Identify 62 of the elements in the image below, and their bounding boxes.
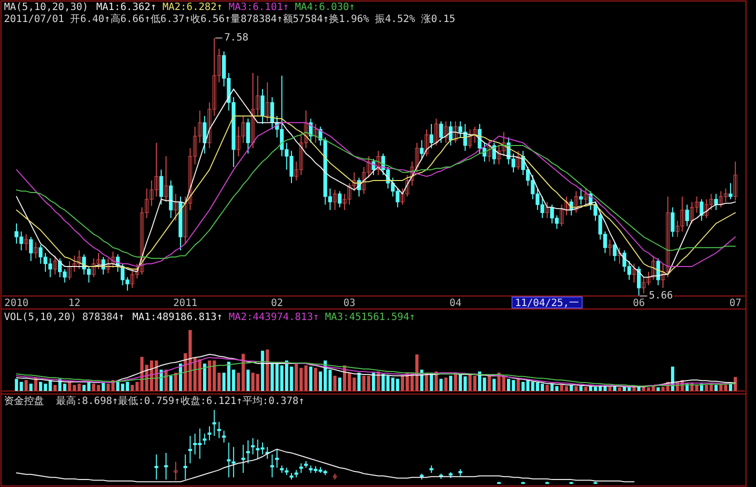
bar bbox=[203, 364, 206, 391]
x-tick-label: 07 bbox=[729, 298, 742, 309]
bar bbox=[488, 376, 491, 391]
bar bbox=[579, 386, 583, 391]
x-tick-label: 2011 bbox=[173, 298, 198, 309]
x-tick-label: 2010 bbox=[4, 298, 29, 309]
bar bbox=[246, 370, 250, 391]
bar bbox=[584, 386, 588, 391]
bar bbox=[357, 372, 361, 391]
text: 11/04/25,一 bbox=[515, 298, 580, 309]
bar bbox=[521, 382, 525, 391]
bar bbox=[338, 378, 342, 391]
annotation: 5.66 bbox=[648, 290, 673, 302]
bar bbox=[174, 372, 178, 391]
bar bbox=[449, 376, 452, 391]
chart-title: MA(5,10,20,30) bbox=[4, 2, 88, 13]
bar bbox=[304, 365, 308, 391]
candlestick bbox=[304, 461, 308, 468]
text: 2011/07/01 开6.40↑高6.66↑低6.37↑收6.56↑量878384↑额57584↑换1.96% 振4.52% 涨0.15 bbox=[4, 13, 456, 25]
text: MA2:443974.813↑ bbox=[228, 312, 320, 323]
bar bbox=[608, 386, 612, 391]
text: MA1:489186.813↑ bbox=[132, 312, 223, 323]
candlestick bbox=[429, 466, 434, 473]
bar bbox=[24, 380, 28, 391]
bar bbox=[714, 384, 718, 391]
bar bbox=[126, 382, 130, 391]
x-tick-label: 02 bbox=[270, 298, 284, 309]
x-tick-label: 03 bbox=[343, 298, 356, 309]
x-tick-label: 06 bbox=[632, 298, 645, 309]
annotation: 7.58 bbox=[224, 32, 248, 44]
bar bbox=[574, 386, 578, 391]
bar bbox=[540, 384, 544, 391]
text: MA2:6.282↑ bbox=[162, 2, 223, 13]
x-tick-label: 04 bbox=[449, 298, 462, 309]
bar bbox=[309, 366, 312, 391]
bar bbox=[439, 378, 443, 391]
text: MA3:6.101↑ bbox=[228, 2, 289, 13]
bar bbox=[38, 382, 42, 391]
text: MA4:6.030↑ bbox=[294, 2, 356, 13]
bar bbox=[492, 378, 496, 391]
bar bbox=[546, 384, 549, 391]
bar bbox=[53, 384, 57, 391]
text: MA3:451561.594↑ bbox=[325, 312, 416, 323]
bar bbox=[333, 376, 337, 391]
bar bbox=[106, 384, 110, 391]
candlestick bbox=[164, 452, 168, 480]
chart-title: VOL(5,10,20) 878384↑ bbox=[4, 312, 124, 323]
bar bbox=[506, 378, 510, 391]
bar bbox=[482, 378, 486, 391]
text: MA1:6.362↑ bbox=[96, 2, 156, 13]
bar bbox=[444, 378, 448, 391]
bar bbox=[314, 368, 318, 391]
chart-title: 资金控盘 bbox=[4, 395, 44, 407]
bar bbox=[29, 384, 33, 391]
x-tick-label: 12 bbox=[68, 298, 80, 309]
bar bbox=[169, 376, 172, 391]
candlestick bbox=[280, 466, 284, 473]
bar bbox=[512, 380, 516, 391]
text: 最高:8.698↑最低:0.759↑收盘:6.121↑平均:0.378↑ bbox=[56, 395, 305, 407]
bar bbox=[516, 378, 520, 391]
bar bbox=[570, 384, 573, 391]
bar bbox=[656, 387, 660, 391]
